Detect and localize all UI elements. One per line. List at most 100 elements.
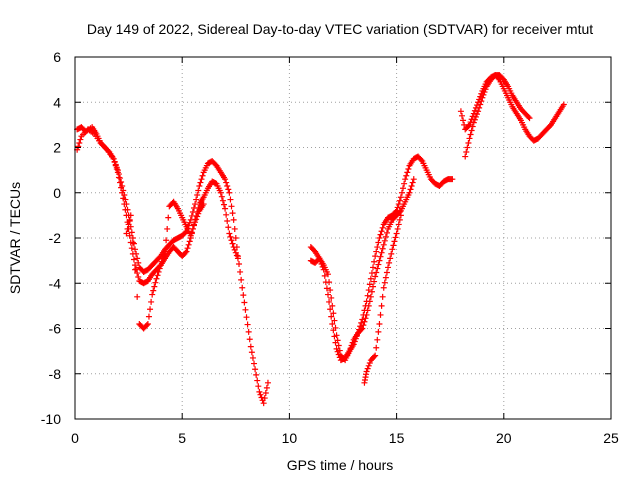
data-point [379,224,386,231]
data-point [329,320,336,327]
data-point [477,101,484,108]
data-point [197,179,204,186]
data-point [223,211,230,218]
data-point [185,241,192,248]
data-point [374,336,381,343]
data-point [192,219,199,226]
data-point [195,210,202,217]
data-point [135,274,142,281]
data-point [381,237,388,244]
data-point [375,261,382,268]
data-point [239,284,246,291]
data-point [122,206,129,213]
data-point [323,285,330,292]
data-point [366,298,373,305]
data-point [371,258,378,265]
data-point [327,306,334,313]
data-point [229,210,236,217]
data-point [330,310,337,317]
data-point [365,287,372,294]
chart-title: Day 149 of 2022, Sidereal Day-to-day VTE… [87,21,593,37]
data-point [391,238,398,245]
data-point [378,249,385,256]
data-point [394,225,401,232]
data-point [126,216,133,223]
data-point [124,225,131,232]
data-point [247,343,254,350]
data-point [120,195,127,202]
data-point [372,352,379,359]
data-point [377,231,384,238]
data-point [394,204,401,211]
data-point [130,240,137,247]
data-point [260,400,267,407]
data-point [240,292,247,299]
data-point [188,229,195,236]
data-point [326,279,333,286]
data-point [359,325,366,332]
data-point [326,298,333,305]
data-point [366,360,373,367]
data-point [364,292,371,299]
data-point [241,299,248,306]
series-trace-e [307,176,417,364]
data-point [224,182,231,189]
data-point [254,377,261,384]
data-point [153,275,160,282]
grid-layer [75,57,611,419]
data-point [228,203,235,210]
data-point [231,246,238,253]
data-point [249,354,256,361]
data-point [470,119,477,126]
data-point [467,131,474,138]
data-point [324,271,331,278]
data-point [158,258,165,265]
data-point [321,272,328,279]
x-axis-label: GPS time / hours [287,457,394,473]
x-tick-label: 5 [178,430,186,446]
x-tick-label: 25 [603,430,619,446]
data-point [390,242,397,249]
data-point [264,379,271,386]
data-point [365,362,372,369]
data-point [366,281,373,288]
data-point [226,189,233,196]
data-point [380,284,387,291]
data-point [482,86,489,93]
data-point [224,218,231,225]
data-point [227,196,234,203]
data-point [460,117,467,124]
data-point [163,237,170,244]
data-point [375,239,382,246]
data-point [395,201,402,208]
data-point [383,229,390,236]
data-point [148,298,155,305]
data-point [526,115,533,122]
data-point [184,245,191,252]
data-point [388,250,395,257]
data-point [458,112,465,119]
data-point [256,388,263,395]
data-point [222,176,229,183]
data-point [199,172,206,179]
data-point [132,266,139,273]
data-point [128,229,135,236]
data-point [187,232,194,239]
data-point [358,326,365,333]
data-point [195,187,202,194]
data-point [386,259,393,266]
data-point [387,255,394,262]
data-point [397,212,404,219]
data-point [327,287,334,294]
data-point [186,238,193,245]
data-point [144,320,151,327]
data-point [349,339,356,346]
data-point [332,324,339,331]
data-point [348,342,355,349]
data-point [379,293,386,300]
data-point [464,144,471,151]
data-point [383,269,390,276]
data-point [162,248,169,255]
data-point [449,176,456,183]
data-point [243,314,250,321]
